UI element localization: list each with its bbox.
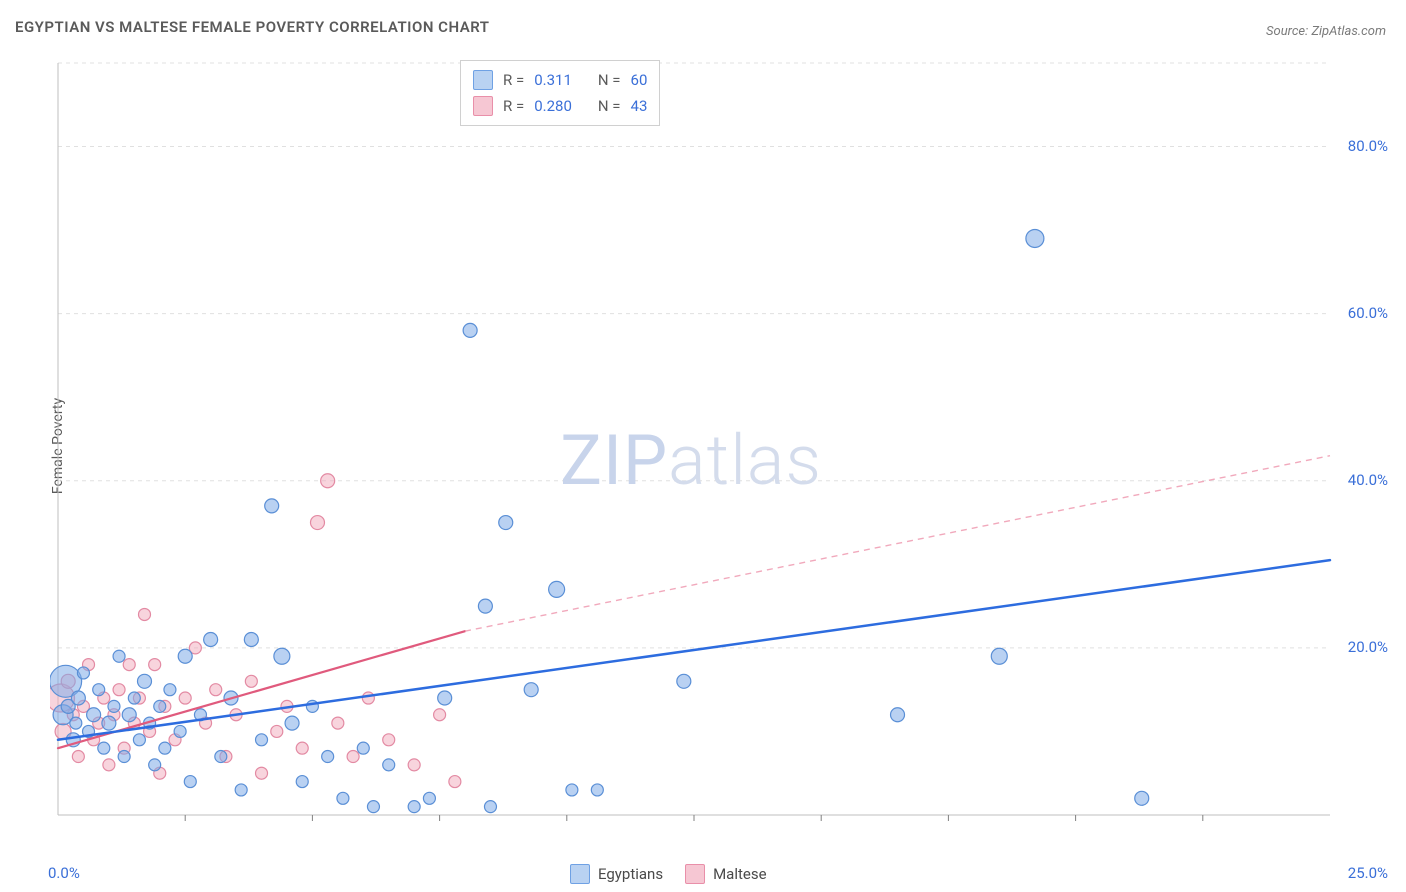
r-label: R = — [503, 97, 524, 115]
plot-svg — [50, 55, 1390, 845]
x-tick-min: 0.0% — [48, 864, 80, 882]
x-tick-max: 25.0% — [1348, 864, 1388, 882]
legend-label: Egyptians — [598, 865, 663, 883]
y-tick-label: 40.0% — [1348, 471, 1388, 489]
n-label: N = — [598, 71, 621, 89]
legend-stats-row: R = 0.311 N = 60 — [473, 67, 647, 93]
legend-swatch-icon — [570, 864, 590, 884]
n-value: 60 — [631, 71, 648, 89]
n-value: 43 — [631, 97, 648, 115]
legend-swatch-icon — [473, 96, 493, 116]
y-tick-label: 60.0% — [1348, 304, 1388, 322]
source-attribution: Source: ZipAtlas.com — [1266, 24, 1386, 39]
r-label: R = — [503, 71, 524, 89]
source-name: ZipAtlas.com — [1311, 24, 1386, 39]
legend-swatch-icon — [685, 864, 705, 884]
legend-item: Egyptians — [570, 864, 663, 884]
r-value: 0.280 — [534, 97, 572, 115]
legend-swatch-icon — [473, 70, 493, 90]
legend-item: Maltese — [685, 864, 766, 884]
n-label: N = — [598, 97, 621, 115]
legend-stats: R = 0.311 N = 60 R = 0.280 N = 43 — [460, 60, 660, 126]
plot-area — [50, 55, 1390, 845]
legend-series: Egyptians Maltese — [570, 864, 767, 884]
y-tick-label: 80.0% — [1348, 137, 1388, 155]
legend-label: Maltese — [713, 865, 766, 883]
chart-container: EGYPTIAN VS MALTESE FEMALE POVERTY CORRE… — [0, 0, 1406, 892]
chart-title: EGYPTIAN VS MALTESE FEMALE POVERTY CORRE… — [15, 18, 490, 36]
y-tick-label: 20.0% — [1348, 638, 1388, 656]
source-label: Source: — [1266, 24, 1308, 39]
r-value: 0.311 — [534, 71, 572, 89]
legend-stats-row: R = 0.280 N = 43 — [473, 93, 647, 119]
